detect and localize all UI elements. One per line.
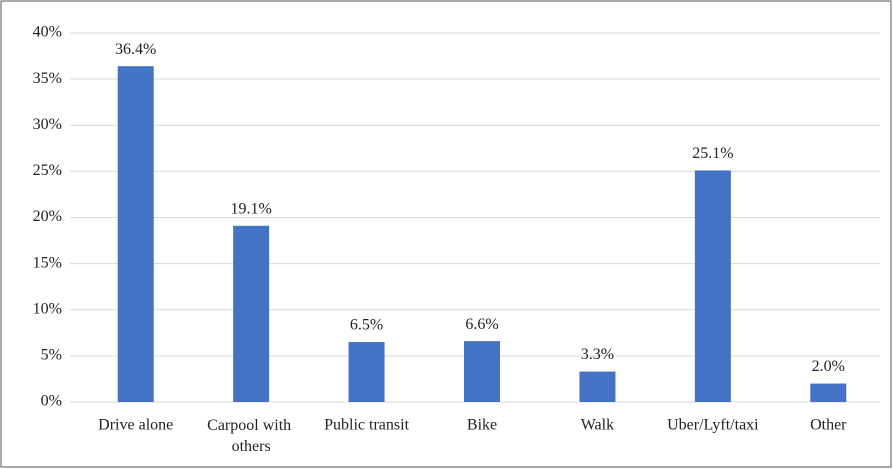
value-label: 36.4% (115, 41, 156, 58)
y-tick-label: 20% (33, 208, 62, 225)
x-tick-label: Walk (581, 417, 614, 434)
value-label: 3.3% (581, 346, 614, 363)
y-tick-label: 10% (33, 300, 62, 317)
y-tick-label: 30% (33, 116, 62, 133)
y-tick-label: 35% (33, 70, 62, 87)
bar (810, 383, 847, 402)
value-label: 6.6% (465, 316, 498, 333)
x-tick-label: Drive alone (98, 417, 173, 434)
value-label: 6.5% (350, 317, 383, 334)
x-tick-label: Uber/Lyft/taxi (667, 417, 759, 434)
x-tick-label: Public transit (324, 417, 409, 434)
bar (348, 342, 385, 402)
value-label: 2.0% (812, 358, 845, 375)
bar (117, 66, 154, 403)
value-label: 25.1% (692, 145, 733, 162)
y-tick-label: 40% (33, 24, 62, 41)
x-tick-label: Bike (467, 417, 497, 434)
value-label: 19.1% (230, 200, 271, 217)
x-tick-label: Carpool with others (207, 417, 295, 455)
bar (579, 371, 616, 402)
bar (694, 170, 731, 402)
y-tick-label: 15% (33, 254, 62, 271)
bar (233, 225, 270, 402)
y-tick-label: 0% (41, 393, 62, 410)
x-tick-label: Other (810, 417, 847, 434)
y-tick-label: 5% (41, 347, 62, 364)
bar (464, 341, 500, 402)
y-tick-label: 25% (33, 162, 62, 179)
